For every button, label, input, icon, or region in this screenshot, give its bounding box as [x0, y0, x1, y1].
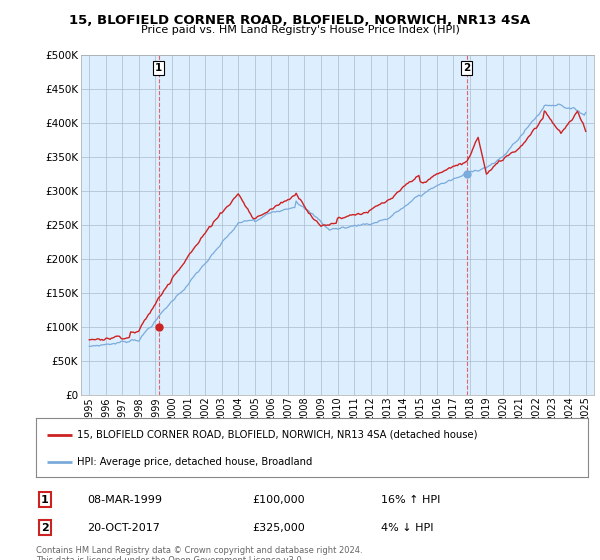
- Text: 2: 2: [463, 63, 470, 73]
- Text: £100,000: £100,000: [252, 494, 305, 505]
- Text: £325,000: £325,000: [252, 522, 305, 533]
- Text: 08-MAR-1999: 08-MAR-1999: [87, 494, 162, 505]
- Text: 15, BLOFIELD CORNER ROAD, BLOFIELD, NORWICH, NR13 4SA (detached house): 15, BLOFIELD CORNER ROAD, BLOFIELD, NORW…: [77, 430, 478, 440]
- Text: 20-OCT-2017: 20-OCT-2017: [87, 522, 160, 533]
- Text: 4% ↓ HPI: 4% ↓ HPI: [381, 522, 433, 533]
- Text: 2: 2: [41, 522, 49, 533]
- Text: 15, BLOFIELD CORNER ROAD, BLOFIELD, NORWICH, NR13 4SA: 15, BLOFIELD CORNER ROAD, BLOFIELD, NORW…: [70, 14, 530, 27]
- Text: 1: 1: [155, 63, 162, 73]
- Text: HPI: Average price, detached house, Broadland: HPI: Average price, detached house, Broa…: [77, 458, 313, 468]
- Text: Contains HM Land Registry data © Crown copyright and database right 2024.
This d: Contains HM Land Registry data © Crown c…: [36, 546, 362, 560]
- Text: 16% ↑ HPI: 16% ↑ HPI: [381, 494, 440, 505]
- Text: Price paid vs. HM Land Registry's House Price Index (HPI): Price paid vs. HM Land Registry's House …: [140, 25, 460, 35]
- Text: 1: 1: [41, 494, 49, 505]
